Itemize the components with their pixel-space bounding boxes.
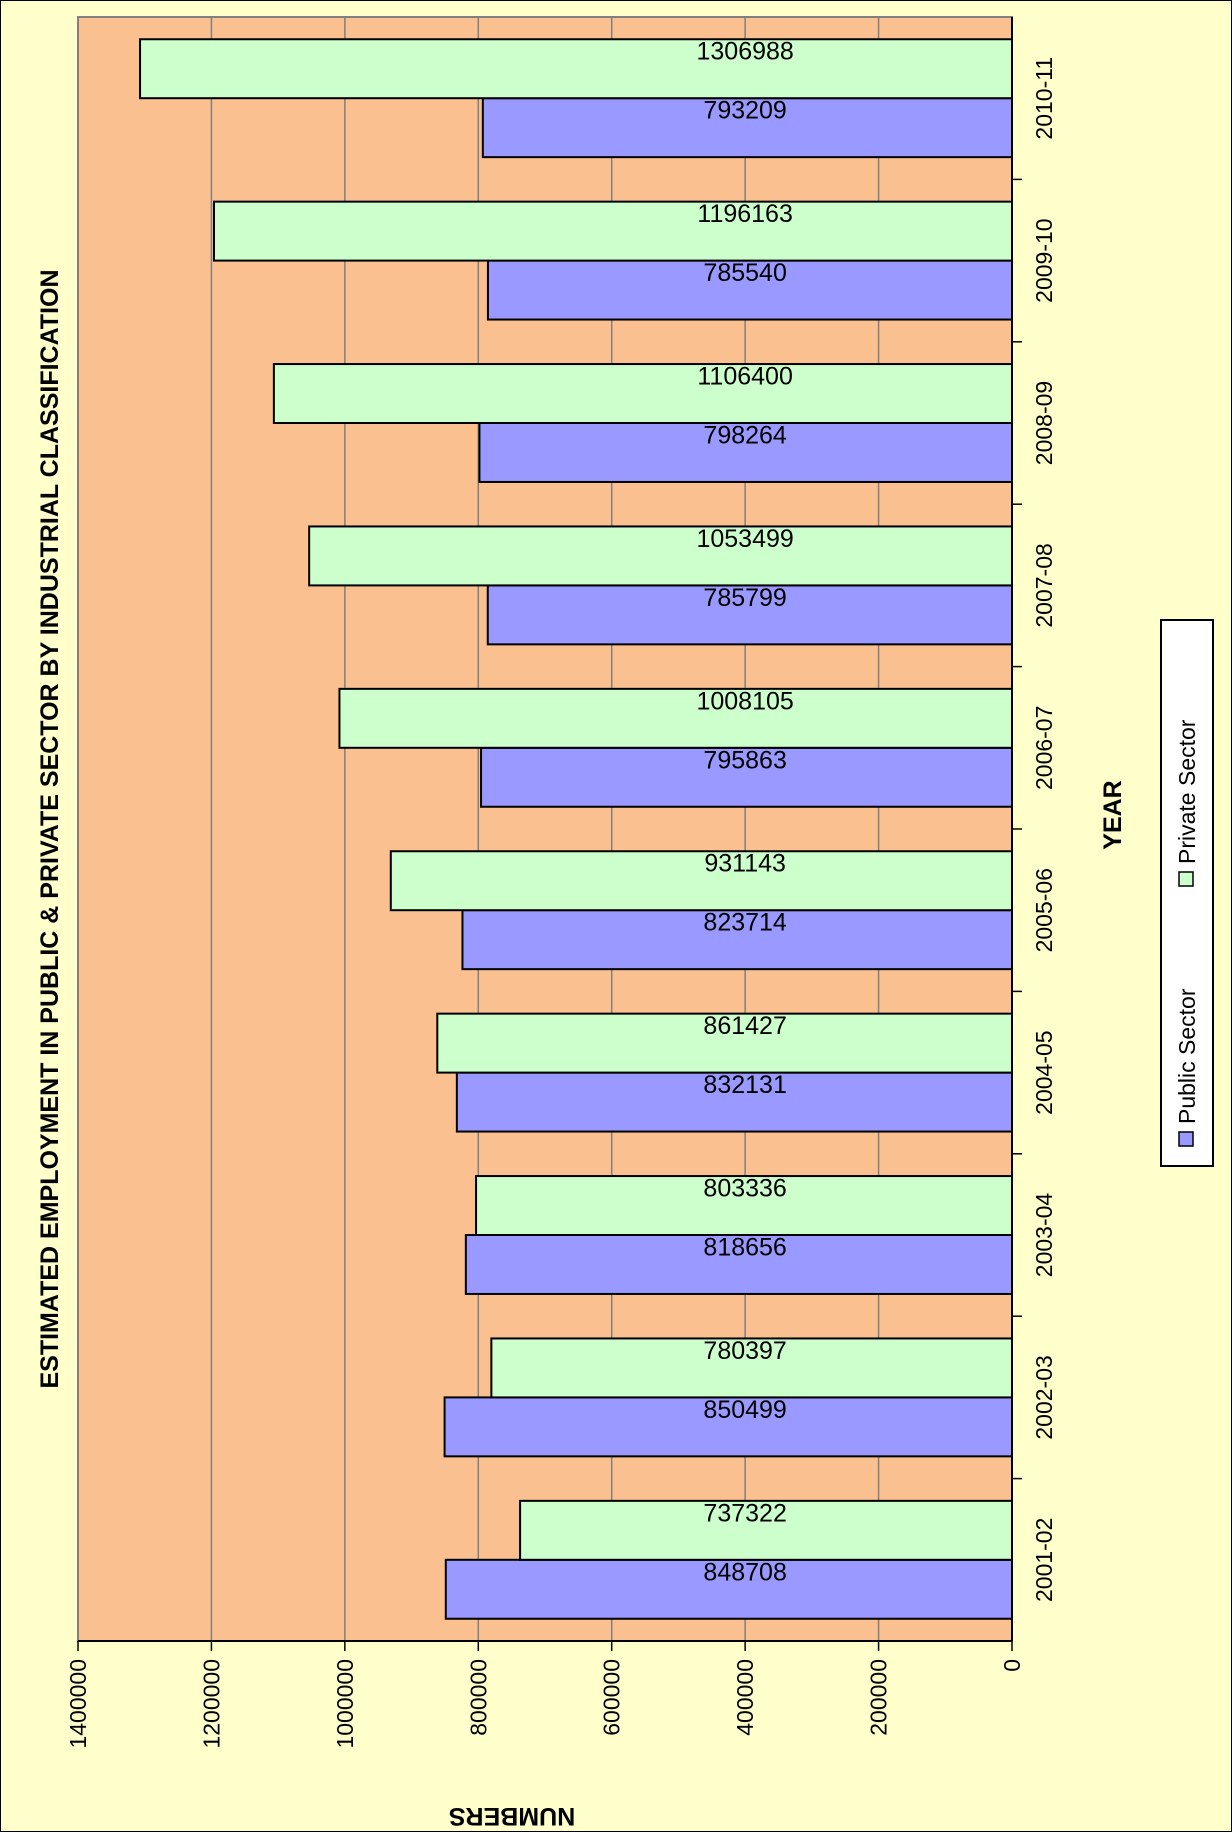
private-sector-bar [308, 525, 1014, 587]
data-label: 861427 [703, 1012, 786, 1040]
data-label: 848708 [703, 1558, 786, 1586]
y-tick-label: 600000 [599, 1659, 625, 1736]
data-label: 818656 [703, 1233, 786, 1261]
private-sector-bar [389, 850, 1013, 912]
legend-box [1160, 619, 1214, 1167]
rotated-chart-group: 848708 737322 850499 780397 818656 803336 8321… [36, 16, 1214, 1749]
y-tick-label: 400000 [732, 1659, 758, 1736]
public-legend-swatch [1178, 1131, 1194, 1147]
data-label: 737322 [703, 1499, 786, 1527]
chart-title: ESTIMATED EMPLOYMENT IN PUBLIC & PRIVATE… [36, 269, 64, 1388]
data-label: 1196163 [697, 200, 792, 228]
y-tick-label: 0 [999, 1659, 1025, 1672]
y-tick-label: 1200000 [198, 1659, 224, 1749]
private-sector-bar [272, 363, 1013, 424]
x-tick-label: 2002-03 [1031, 1355, 1057, 1439]
y-tick-label: 1400000 [65, 1659, 91, 1749]
x-tick-label: 2009-10 [1031, 218, 1057, 302]
private-sector-bar [139, 38, 1013, 100]
data-label: 1008105 [696, 687, 793, 715]
data-label: 1053499 [696, 525, 793, 553]
data-label: 832131 [703, 1071, 786, 1099]
data-label: 803336 [703, 1175, 786, 1203]
private-legend-swatch [1178, 871, 1194, 887]
x-tick-label: 2008-09 [1031, 381, 1057, 465]
data-label: 1306988 [696, 38, 793, 66]
x-tick-label: 2003-04 [1031, 1193, 1057, 1278]
data-label: 780397 [703, 1337, 786, 1365]
axes: 0 200000 400000 600000 800000 1000000 1200000 1… [65, 17, 1057, 1749]
data-label: 823714 [703, 909, 787, 937]
x-tick-label: 2001-02 [1031, 1518, 1057, 1602]
data-label: 1106400 [697, 363, 792, 391]
y-axis-title: NUMBERS [449, 1802, 575, 1830]
data-label: 795863 [703, 746, 786, 774]
data-label: 793209 [703, 97, 786, 125]
y-tick-label: 200000 [866, 1659, 892, 1736]
x-tick-label: 2010-11 [1031, 57, 1057, 140]
data-label: 785540 [703, 259, 786, 287]
x-tick-label: 2005-06 [1031, 868, 1057, 952]
data-label: 931143 [704, 850, 786, 878]
x-tick-label: 2006-07 [1031, 706, 1057, 790]
data-label: 798264 [703, 421, 787, 449]
legend: Public Sector Private Sector [1160, 619, 1214, 1167]
y-tick-label: 800000 [465, 1659, 491, 1736]
y-tick-label: 1000000 [332, 1659, 358, 1749]
legend-label: Public Sector [1174, 988, 1200, 1124]
x-tick-label: 2004-05 [1031, 1030, 1057, 1114]
data-label: 785799 [703, 584, 786, 612]
x-tick-label: 2007-08 [1031, 543, 1057, 627]
private-sector-bar [338, 687, 1013, 749]
legend-label: Private Sector [1174, 719, 1200, 864]
data-label: 850499 [703, 1396, 786, 1424]
bars: 848708 737322 850499 780397 818656 803336 8321… [139, 38, 1014, 1620]
x-axis-title: YEAR [1099, 780, 1127, 849]
private-sector-bar [212, 200, 1013, 262]
